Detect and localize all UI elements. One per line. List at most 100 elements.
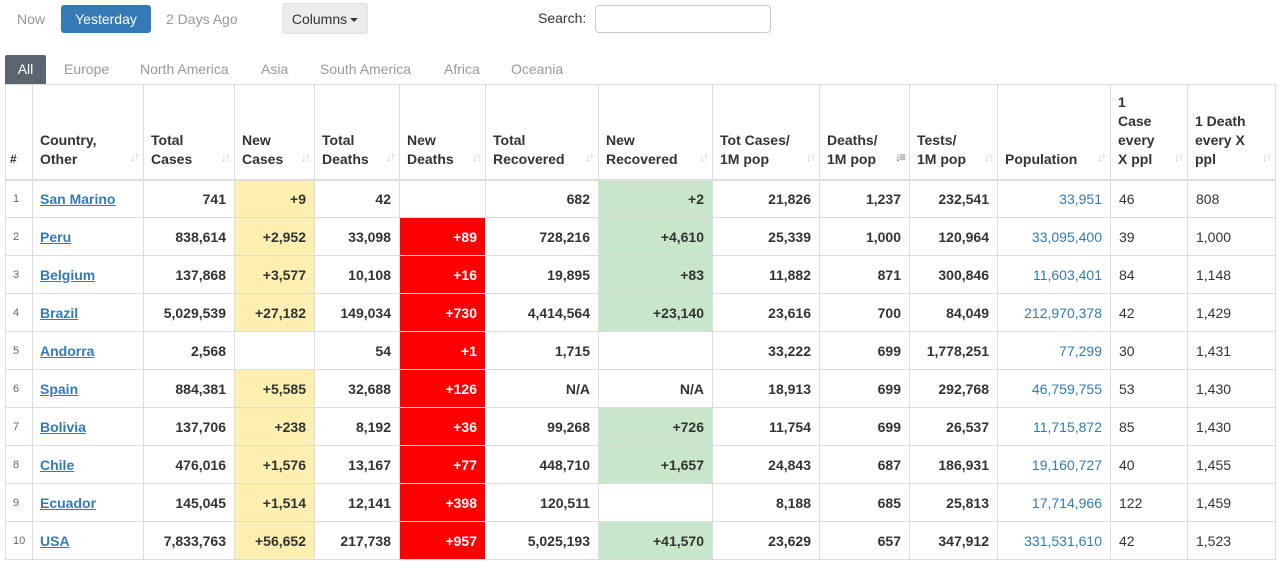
caret-down-icon [350,18,359,23]
header-label: ppl [1195,150,1216,167]
table-cell: 1,430 [1187,407,1276,446]
table-cell: +56,652 [234,521,315,560]
table-cell: +2 [598,179,713,218]
search-input[interactable] [595,5,771,33]
country-link[interactable]: San Marino [40,190,116,207]
table-row: 3 Belgium 137,868 +3,577 10,108 +16 19,895 +83 1… [5,255,1276,294]
table-cell: 2 [5,217,33,256]
header-label: Other [40,150,78,167]
country-link[interactable]: Bolivia [40,418,86,435]
sort-icon: ↓↑ [585,149,595,164]
tab-europe[interactable]: Europe [64,61,110,77]
table-cell: +4,610 [598,217,713,256]
header-deaths-per-1m[interactable]: Deaths/1M pop ↓≡ [819,84,910,181]
table-cell: 8,192 [314,407,400,446]
table-cell: 11,882 [712,255,820,294]
table-cell: 137,706 [143,407,235,446]
columns-button[interactable]: Columns [282,3,368,34]
country-link[interactable]: USA [40,532,70,549]
country-link[interactable]: Chile [40,456,75,473]
tab-africa[interactable]: Africa [444,61,480,77]
header-total-deaths[interactable]: Total Deaths ↓↑ [314,84,400,181]
table-cell: 84 [1110,255,1188,294]
table-cell: 25,813 [909,483,998,522]
table-row: 7 Bolivia 137,706 +238 8,192 +36 99,268 +726 11,… [5,407,1276,446]
country-link[interactable]: Andorra [40,342,95,359]
table-cell: 476,016 [143,445,235,484]
table-cell: 33,095,400 [997,217,1111,256]
table-cell: 682 [485,179,599,218]
table-cell: 53 [1110,369,1188,408]
table-cell: 19,160,727 [997,445,1111,484]
table-cell: 10 [5,521,33,560]
country-link[interactable]: Ecuador [40,494,97,511]
table-cell: 9 [5,483,33,522]
header-label: Recovered [493,150,565,167]
table-cell: 11,715,872 [997,407,1111,446]
header-new-deaths[interactable]: New Deaths ↓↑ [399,84,486,181]
header-total-cases[interactable]: Total Cases ↓↑ [143,84,235,181]
table-cell: 54 [314,331,400,370]
table-cell: 137,868 [143,255,235,294]
table-cell: 1,148 [1187,255,1276,294]
tab-2-days-ago[interactable]: 2 Days Ago [166,11,238,27]
table-cell: 12,141 [314,483,400,522]
table-cell: 1,237 [819,179,910,218]
table-cell: +730 [399,293,486,332]
header-label: New [606,131,635,148]
header-label: Tot Cases/ [720,131,790,148]
table-cell: 347,912 [909,521,998,560]
table-cell: 217,738 [314,521,400,560]
header-country[interactable]: Country, Other ↓↑ [32,84,144,181]
tab-now[interactable]: Now [17,11,46,27]
country-link[interactable]: Peru [40,228,72,245]
table-cell: 728,216 [485,217,599,256]
header-label: 1M pop [827,150,876,167]
table-row: 4 Brazil 5,029,539 +27,182 149,034 +730 4,414,… [5,293,1276,332]
table-body: 1 San Marino 741 +9 42 682 +2 21,826 1,237 232,54… [5,179,1276,560]
region-tabs: All Europe North America Asia South Amer… [5,55,1275,85]
table-cell: 685 [819,483,910,522]
country-link[interactable]: Spain [40,380,79,397]
country-link[interactable]: Brazil [40,304,79,321]
country-link[interactable]: Belgium [40,266,96,283]
table-cell: 6 [5,369,33,408]
header-label: Total [493,131,526,148]
table-cell: 4,414,564 [485,293,599,332]
table-cell [234,331,315,370]
table-cell: 1,715 [485,331,599,370]
table-cell: +238 [234,407,315,446]
table-cell: 23,629 [712,521,820,560]
header-index[interactable]: # [5,84,33,181]
sort-icon: ↓↑ [1174,149,1184,164]
header-new-recovered[interactable]: New Recovered ↓↑ [598,84,713,181]
header-label: Cases [242,150,284,167]
tab-all[interactable]: All [5,55,46,84]
table-cell: +1,576 [234,445,315,484]
header-label: Deaths [407,150,454,167]
table-cell: N/A [598,369,713,408]
table-cell: 699 [819,407,910,446]
table-cell: +2,952 [234,217,315,256]
header-label: Cases [151,150,193,167]
header-death-every-x-ppl[interactable]: 1 Death every X ppl ↓↑ [1187,84,1276,181]
table-row: 10 USA 7,833,763 +56,652 217,738 +957 5,025,19… [5,521,1276,560]
country-cell: Brazil [32,293,144,332]
tab-oceania[interactable]: Oceania [511,61,564,77]
table-cell: 13,167 [314,445,400,484]
header-total-recovered[interactable]: Total Recovered ↓↑ [485,84,599,181]
header-tot-cases-per-1m[interactable]: Tot Cases/1M pop ↓↑ [712,84,820,181]
header-label: Deaths/ [827,131,878,148]
table-cell: 1,455 [1187,445,1276,484]
header-tests-per-1m[interactable]: Tests/1M pop ↓↑ [909,84,998,181]
table-cell: 5 [5,331,33,370]
header-case-every-x-ppl[interactable]: 1 Case every X ppl ↓↑ [1110,84,1188,181]
tab-yesterday[interactable]: Yesterday [61,5,151,33]
table-cell: 24,843 [712,445,820,484]
header-new-cases[interactable]: New Cases ↓↑ [234,84,315,181]
header-population[interactable]: Population ↓↑ [997,84,1111,181]
table-cell: +5,585 [234,369,315,408]
tab-asia[interactable]: Asia [261,61,289,77]
tab-south-america[interactable]: South America [320,61,412,77]
tab-north-america[interactable]: North America [140,61,229,77]
